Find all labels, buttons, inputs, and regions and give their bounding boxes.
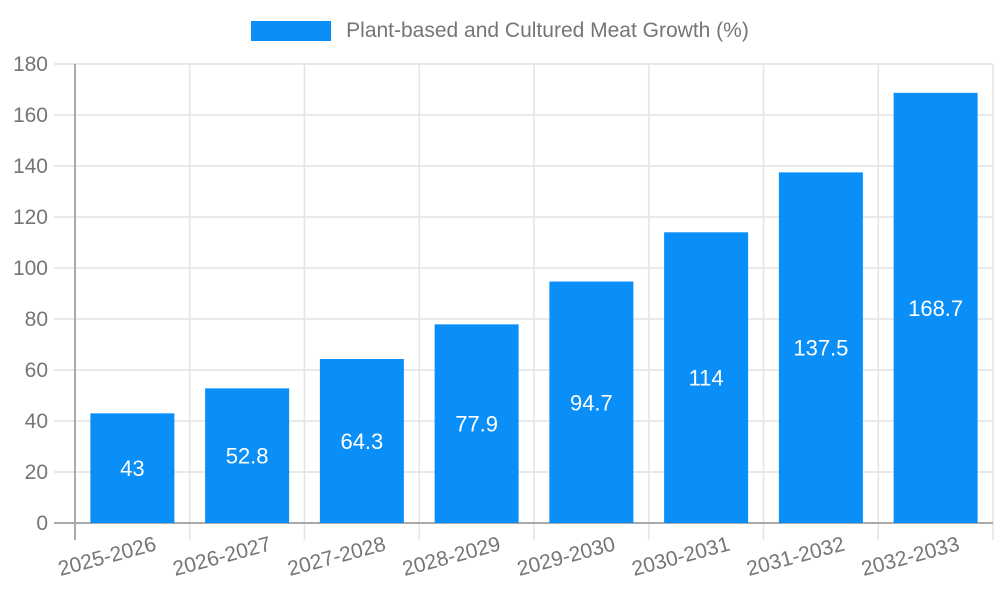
y-tick-label: 60 — [25, 359, 48, 382]
legend-label: Plant-based and Cultured Meat Growth (%) — [346, 19, 749, 42]
bar-value-label: 114 — [689, 366, 724, 391]
y-tick-label: 120 — [13, 206, 48, 229]
bar-2030-2031[interactable] — [664, 232, 749, 524]
bar-2026-2027[interactable] — [205, 388, 290, 523]
y-tick-label: 40 — [25, 410, 48, 433]
y-tick-label: 100 — [13, 257, 48, 280]
x-tick-label: 2026-2027 — [170, 533, 273, 581]
bar-2029-2030[interactable] — [549, 281, 634, 523]
legend-swatch — [251, 20, 332, 41]
x-tick-label: 2025-2026 — [56, 533, 159, 581]
bar-value-label: 168.7 — [908, 296, 963, 321]
y-tick-label: 20 — [25, 461, 48, 484]
x-tick-label: 2030-2031 — [629, 533, 732, 581]
bar-value-label: 94.7 — [570, 390, 613, 415]
bar-value-label: 77.9 — [455, 412, 498, 437]
y-tick-label: 140 — [13, 155, 48, 178]
bar-2025-2026[interactable] — [90, 413, 175, 523]
bar-2031-2032[interactable] — [778, 172, 863, 523]
x-tick-label: 2029-2030 — [515, 533, 618, 581]
y-tick-label: 0 — [36, 512, 48, 535]
bar-2027-2028[interactable] — [319, 359, 404, 523]
y-tick-label: 160 — [13, 104, 48, 127]
bar-2028-2029[interactable] — [434, 324, 519, 523]
bar-value-label: 137.5 — [793, 336, 848, 361]
x-tick-label: 2032-2033 — [859, 533, 962, 581]
y-tick-label: 80 — [25, 308, 48, 331]
bar-value-label: 64.3 — [340, 429, 383, 454]
bar-value-label: 43 — [120, 456, 144, 481]
legend[interactable]: Plant-based and Cultured Meat Growth (%) — [0, 19, 1000, 42]
x-tick-label: 2031-2032 — [744, 533, 847, 581]
x-tick-label: 2028-2029 — [400, 533, 503, 581]
bar-2032-2033[interactable] — [893, 92, 978, 523]
x-tick-label: 2027-2028 — [285, 533, 388, 581]
y-tick-label: 180 — [13, 53, 48, 76]
bar-value-label: 52.8 — [226, 444, 269, 469]
